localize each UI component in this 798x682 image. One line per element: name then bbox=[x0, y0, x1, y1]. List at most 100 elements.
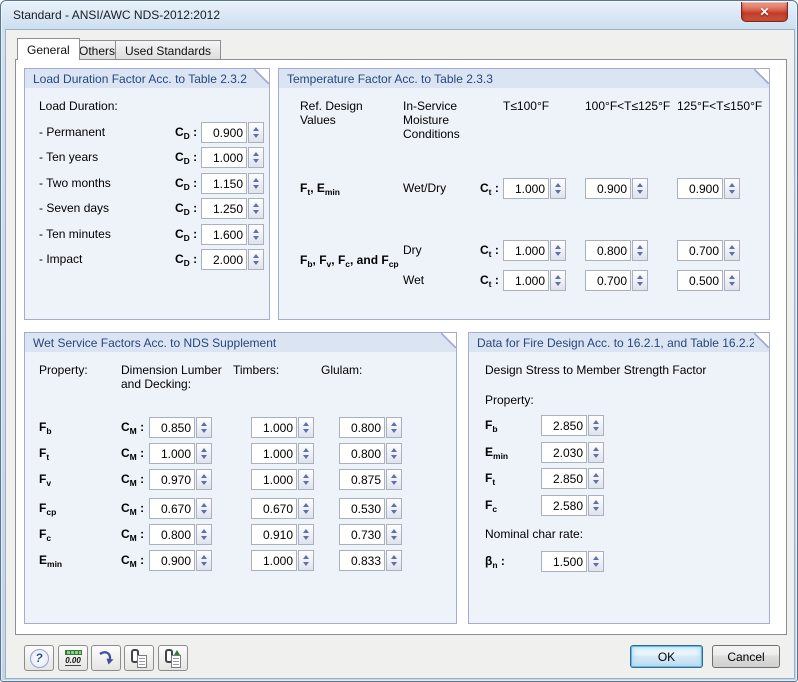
spin-buttons[interactable] bbox=[298, 443, 314, 464]
spin-buttons[interactable] bbox=[588, 468, 604, 489]
spin-down-icon[interactable] bbox=[637, 252, 643, 256]
spin-up-icon[interactable] bbox=[253, 229, 259, 233]
spin-up-icon[interactable] bbox=[555, 245, 561, 249]
spin-buttons[interactable] bbox=[632, 178, 648, 199]
beta-n-input[interactable] bbox=[541, 551, 587, 572]
spin-buttons[interactable] bbox=[196, 550, 212, 571]
spin-down-icon[interactable] bbox=[253, 261, 259, 265]
spin-up-icon[interactable] bbox=[303, 503, 309, 507]
spin-down-icon[interactable] bbox=[201, 562, 207, 566]
spin-down-icon[interactable] bbox=[253, 236, 259, 240]
cm-fc-glulam-input[interactable] bbox=[339, 524, 385, 545]
spin-down-icon[interactable] bbox=[391, 562, 397, 566]
spin-down-icon[interactable] bbox=[253, 185, 259, 189]
cm-fv-glulam-input[interactable] bbox=[339, 469, 385, 490]
tab-general[interactable]: General bbox=[17, 38, 80, 60]
spin-buttons[interactable] bbox=[248, 173, 264, 194]
spin-up-icon[interactable] bbox=[637, 275, 643, 279]
spin-buttons[interactable] bbox=[248, 198, 264, 219]
spin-buttons[interactable] bbox=[724, 178, 740, 199]
spin-up-icon[interactable] bbox=[391, 448, 397, 452]
cd-ten-years-input[interactable] bbox=[201, 147, 247, 168]
spin-down-icon[interactable] bbox=[253, 159, 259, 163]
spin-buttons[interactable] bbox=[298, 550, 314, 571]
spin-up-icon[interactable] bbox=[729, 275, 735, 279]
spin-buttons[interactable] bbox=[588, 415, 604, 436]
reset-defaults-button[interactable] bbox=[91, 645, 121, 671]
spin-buttons[interactable] bbox=[386, 498, 402, 519]
ct-wet-t150-input[interactable] bbox=[677, 270, 723, 291]
spin-down-icon[interactable] bbox=[593, 563, 599, 567]
cm-ft-dimension-input[interactable] bbox=[149, 443, 195, 464]
spin-down-icon[interactable] bbox=[593, 454, 599, 458]
spin-up-icon[interactable] bbox=[201, 555, 207, 559]
ct-wet-t125-input[interactable] bbox=[585, 270, 631, 291]
spin-down-icon[interactable] bbox=[593, 480, 599, 484]
ct-wet-t100-input[interactable] bbox=[503, 270, 549, 291]
spin-up-icon[interactable] bbox=[201, 422, 207, 426]
spin-buttons[interactable] bbox=[550, 178, 566, 199]
spin-up-icon[interactable] bbox=[637, 245, 643, 249]
spin-down-icon[interactable] bbox=[253, 134, 259, 138]
spin-buttons[interactable] bbox=[386, 524, 402, 545]
spin-up-icon[interactable] bbox=[391, 503, 397, 507]
spin-down-icon[interactable] bbox=[303, 481, 309, 485]
spin-down-icon[interactable] bbox=[391, 481, 397, 485]
fire-fb-input[interactable] bbox=[541, 415, 587, 436]
spin-buttons[interactable] bbox=[196, 469, 212, 490]
spin-up-icon[interactable] bbox=[729, 183, 735, 187]
spin-up-icon[interactable] bbox=[555, 183, 561, 187]
spin-buttons[interactable] bbox=[588, 495, 604, 516]
spin-buttons[interactable] bbox=[550, 270, 566, 291]
spin-buttons[interactable] bbox=[298, 524, 314, 545]
ct-dry-t150-input[interactable] bbox=[677, 240, 723, 261]
ct-wetdry-t100-input[interactable] bbox=[503, 178, 549, 199]
spin-buttons[interactable] bbox=[550, 240, 566, 261]
spin-down-icon[interactable] bbox=[391, 455, 397, 459]
spin-down-icon[interactable] bbox=[391, 510, 397, 514]
spin-up-icon[interactable] bbox=[253, 178, 259, 182]
close-button[interactable]: ✕ bbox=[741, 2, 788, 22]
spin-up-icon[interactable] bbox=[253, 127, 259, 131]
spin-up-icon[interactable] bbox=[253, 254, 259, 258]
spin-up-icon[interactable] bbox=[303, 474, 309, 478]
cd-two-months-input[interactable] bbox=[201, 173, 247, 194]
ct-dry-t100-input[interactable] bbox=[503, 240, 549, 261]
spin-down-icon[interactable] bbox=[303, 455, 309, 459]
spin-buttons[interactable] bbox=[196, 417, 212, 438]
spin-up-icon[interactable] bbox=[391, 422, 397, 426]
spin-buttons[interactable] bbox=[298, 498, 314, 519]
titlebar[interactable]: Standard - ANSI/AWC NDS-2012:2012 ✕ bbox=[1, 1, 797, 29]
spin-down-icon[interactable] bbox=[303, 510, 309, 514]
spin-buttons[interactable] bbox=[588, 442, 604, 463]
ok-button[interactable]: OK bbox=[630, 645, 703, 668]
spin-up-icon[interactable] bbox=[593, 473, 599, 477]
help-button[interactable]: ? bbox=[24, 645, 54, 671]
spin-down-icon[interactable] bbox=[555, 282, 561, 286]
spin-up-icon[interactable] bbox=[593, 556, 599, 560]
paste-parameters-button[interactable] bbox=[158, 645, 188, 671]
spin-down-icon[interactable] bbox=[201, 429, 207, 433]
cm-fcp-dimension-input[interactable] bbox=[149, 498, 195, 519]
spin-down-icon[interactable] bbox=[201, 455, 207, 459]
spin-buttons[interactable] bbox=[196, 443, 212, 464]
spin-down-icon[interactable] bbox=[729, 190, 735, 194]
spin-buttons[interactable] bbox=[588, 551, 604, 572]
spin-down-icon[interactable] bbox=[303, 429, 309, 433]
spin-up-icon[interactable] bbox=[391, 555, 397, 559]
spin-down-icon[interactable] bbox=[555, 190, 561, 194]
spin-down-icon[interactable] bbox=[303, 536, 309, 540]
spin-down-icon[interactable] bbox=[303, 562, 309, 566]
ct-dry-t125-input[interactable] bbox=[585, 240, 631, 261]
spin-buttons[interactable] bbox=[196, 498, 212, 519]
spin-buttons[interactable] bbox=[248, 249, 264, 270]
spin-down-icon[interactable] bbox=[391, 429, 397, 433]
cd-ten-minutes-input[interactable] bbox=[201, 224, 247, 245]
spin-buttons[interactable] bbox=[724, 240, 740, 261]
spin-up-icon[interactable] bbox=[593, 447, 599, 451]
spin-buttons[interactable] bbox=[196, 524, 212, 545]
cd-seven-days-input[interactable] bbox=[201, 198, 247, 219]
spin-buttons[interactable] bbox=[386, 469, 402, 490]
cd-impact-input[interactable] bbox=[201, 249, 247, 270]
spin-down-icon[interactable] bbox=[637, 190, 643, 194]
